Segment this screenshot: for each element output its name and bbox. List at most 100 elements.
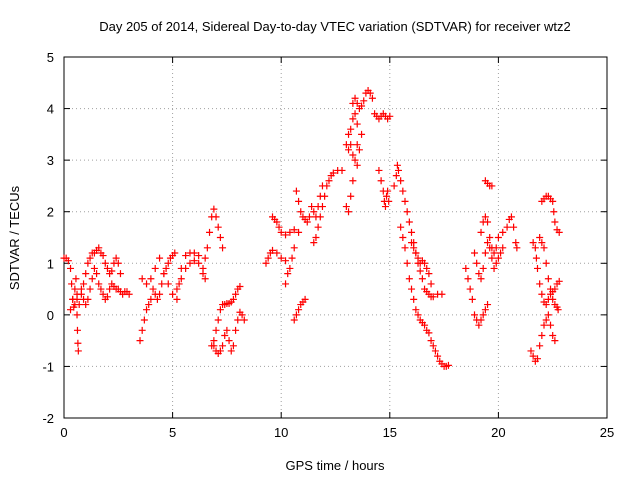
- data-point: [507, 213, 515, 221]
- data-point: [74, 347, 82, 355]
- data-point: [544, 311, 552, 319]
- data-point: [527, 347, 535, 355]
- series-arc-g: [138, 254, 209, 298]
- data-point: [401, 244, 409, 252]
- data-point: [425, 270, 433, 278]
- data-point: [421, 259, 429, 267]
- data-point: [383, 192, 391, 200]
- data-point: [414, 254, 422, 262]
- x-tick-label: 25: [600, 425, 614, 440]
- y-axis-label: SDTVAR / TECUs: [7, 185, 22, 290]
- data-point: [531, 244, 539, 252]
- data-point: [353, 120, 361, 128]
- data-point: [405, 275, 413, 283]
- data-point: [345, 130, 353, 138]
- data-point: [71, 285, 79, 293]
- data-point: [190, 257, 198, 265]
- data-point: [116, 270, 124, 278]
- data-point: [358, 102, 366, 110]
- chart-title: Day 205 of 2014, Sidereal Day-to-day VTE…: [99, 19, 571, 34]
- data-point: [125, 290, 133, 298]
- data-point: [542, 316, 550, 324]
- data-point: [68, 280, 76, 288]
- series-arc-q: [310, 166, 346, 247]
- data-point: [295, 197, 303, 205]
- data-point: [221, 331, 229, 339]
- data-point: [95, 244, 103, 252]
- data-point: [173, 295, 181, 303]
- data-point: [410, 244, 418, 252]
- data-point: [145, 301, 153, 309]
- series-arc-h: [173, 249, 203, 303]
- data-point: [147, 275, 155, 283]
- data-point: [444, 361, 452, 369]
- data-point: [529, 352, 537, 360]
- data-point: [101, 259, 109, 267]
- data-point: [397, 177, 405, 185]
- data-point: [342, 203, 350, 211]
- data-point: [503, 223, 511, 231]
- y-tick-label: 4: [47, 102, 54, 117]
- series-arc-f: [136, 249, 179, 345]
- data-point: [99, 290, 107, 298]
- data-point: [492, 244, 500, 252]
- data-point: [536, 342, 544, 350]
- data-point: [418, 275, 426, 283]
- data-point: [316, 213, 324, 221]
- data-point: [151, 264, 159, 272]
- data-point: [351, 94, 359, 102]
- data-point: [169, 290, 177, 298]
- data-point: [468, 295, 476, 303]
- data-points: [60, 87, 563, 370]
- data-point: [206, 228, 214, 236]
- data-point: [471, 249, 479, 257]
- data-point: [312, 234, 320, 241]
- data-point: [368, 94, 376, 102]
- data-point: [540, 321, 548, 329]
- data-point: [479, 311, 487, 319]
- series-arc-m: [269, 213, 303, 239]
- data-point: [288, 254, 296, 262]
- data-point: [401, 197, 409, 205]
- data-point: [551, 285, 559, 293]
- data-point: [477, 316, 485, 324]
- data-point: [75, 301, 83, 309]
- data-point: [177, 275, 185, 283]
- data-point: [310, 239, 318, 247]
- data-point: [381, 203, 389, 211]
- data-point: [488, 182, 496, 190]
- data-point: [513, 244, 521, 252]
- data-point: [82, 270, 90, 278]
- data-point: [499, 244, 507, 252]
- series-arc-e: [101, 254, 124, 278]
- series-arc-aa: [471, 239, 507, 283]
- data-point: [201, 275, 209, 283]
- data-point: [481, 249, 489, 257]
- data-point: [412, 306, 420, 314]
- data-point: [195, 259, 203, 267]
- y-tick-label: 2: [47, 205, 54, 220]
- data-point: [273, 218, 281, 226]
- data-point: [234, 316, 242, 324]
- data-point: [484, 239, 492, 247]
- data-point: [147, 295, 155, 303]
- y-tick-label: -2: [42, 411, 54, 426]
- data-point: [384, 187, 392, 195]
- series-arc-n: [282, 244, 298, 288]
- data-point: [284, 270, 292, 278]
- data-point: [262, 259, 270, 267]
- data-point: [554, 306, 562, 314]
- data-point: [164, 280, 172, 288]
- data-point: [225, 337, 233, 345]
- x-tick-label: 10: [274, 425, 288, 440]
- data-point: [438, 290, 446, 298]
- data-point: [216, 347, 224, 355]
- data-point: [529, 239, 537, 247]
- data-point: [414, 311, 422, 319]
- data-point: [542, 301, 550, 309]
- series-arc-ab: [477, 213, 521, 257]
- series-arc-b: [67, 275, 82, 355]
- data-point: [360, 97, 368, 105]
- data-point: [375, 166, 383, 174]
- data-point: [232, 326, 240, 334]
